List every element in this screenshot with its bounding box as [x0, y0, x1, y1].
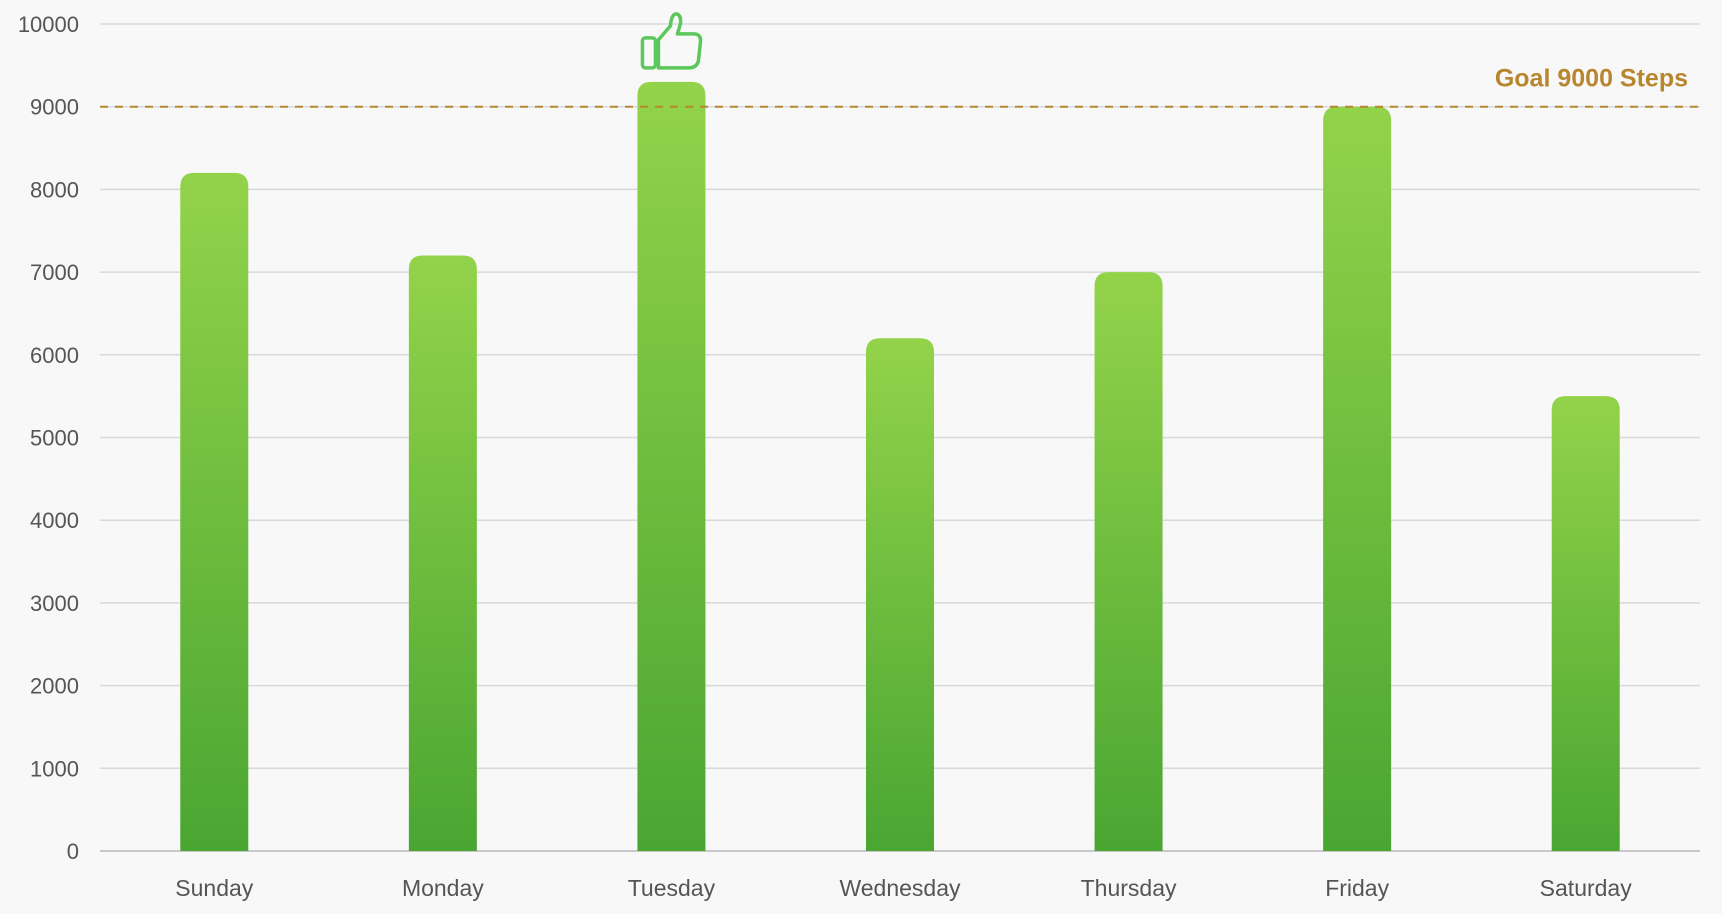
goal-label: Goal 9000 Steps: [1495, 65, 1688, 93]
y-tick-label: 9000: [30, 95, 79, 120]
bar-wednesday: [866, 338, 934, 851]
bar-sunday: [180, 172, 249, 852]
y-tick-label: 3000: [30, 591, 79, 616]
goal-layer: Goal 9000 Steps: [100, 65, 1700, 108]
bar-thursday: [1094, 272, 1163, 852]
x-tick-label-wednesday: Wednesday: [839, 875, 961, 901]
x-tick-label-sunday: Sunday: [175, 875, 254, 901]
y-tick-label: 4000: [30, 508, 79, 533]
y-tick-label: 10000: [18, 12, 79, 37]
bars-layer: [180, 81, 1620, 852]
x-tick-label-saturday: Saturday: [1540, 875, 1633, 901]
bar-friday: [1323, 106, 1392, 851]
y-tick-label: 6000: [30, 343, 79, 368]
grid-layer: 0 1000 2000 3000 4000 5000 6000 7000 8000 9000 100…: [18, 12, 1700, 864]
y-tick-label: 8000: [30, 177, 79, 202]
y-tick-label: 7000: [30, 260, 79, 285]
x-axis-labels: Sunday Monday Tuesday Wednesday Thursday Frid…: [175, 875, 1632, 901]
bar-tuesday: [637, 81, 706, 851]
x-tick-label-friday: Friday: [1325, 875, 1389, 901]
y-tick-label: 1000: [30, 756, 79, 781]
y-tick-label: 0: [67, 839, 79, 864]
x-tick-label-tuesday: Tuesday: [628, 875, 716, 901]
bar-monday: [408, 255, 477, 851]
thumbs-up-cuff: [640, 36, 658, 70]
x-tick-label-monday: Monday: [402, 875, 484, 901]
y-tick-label: 5000: [30, 426, 79, 451]
y-tick-label: 2000: [30, 674, 79, 699]
bar-saturday: [1551, 396, 1620, 851]
thumbs-up-hand: [656, 12, 703, 70]
x-tick-label-thursday: Thursday: [1081, 875, 1177, 901]
thumbs-up-icon: [640, 12, 703, 70]
thumbs-up-glyph: [640, 12, 703, 70]
